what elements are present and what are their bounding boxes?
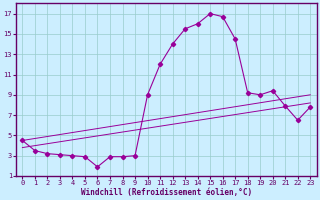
X-axis label: Windchill (Refroidissement éolien,°C): Windchill (Refroidissement éolien,°C) [81, 188, 252, 197]
